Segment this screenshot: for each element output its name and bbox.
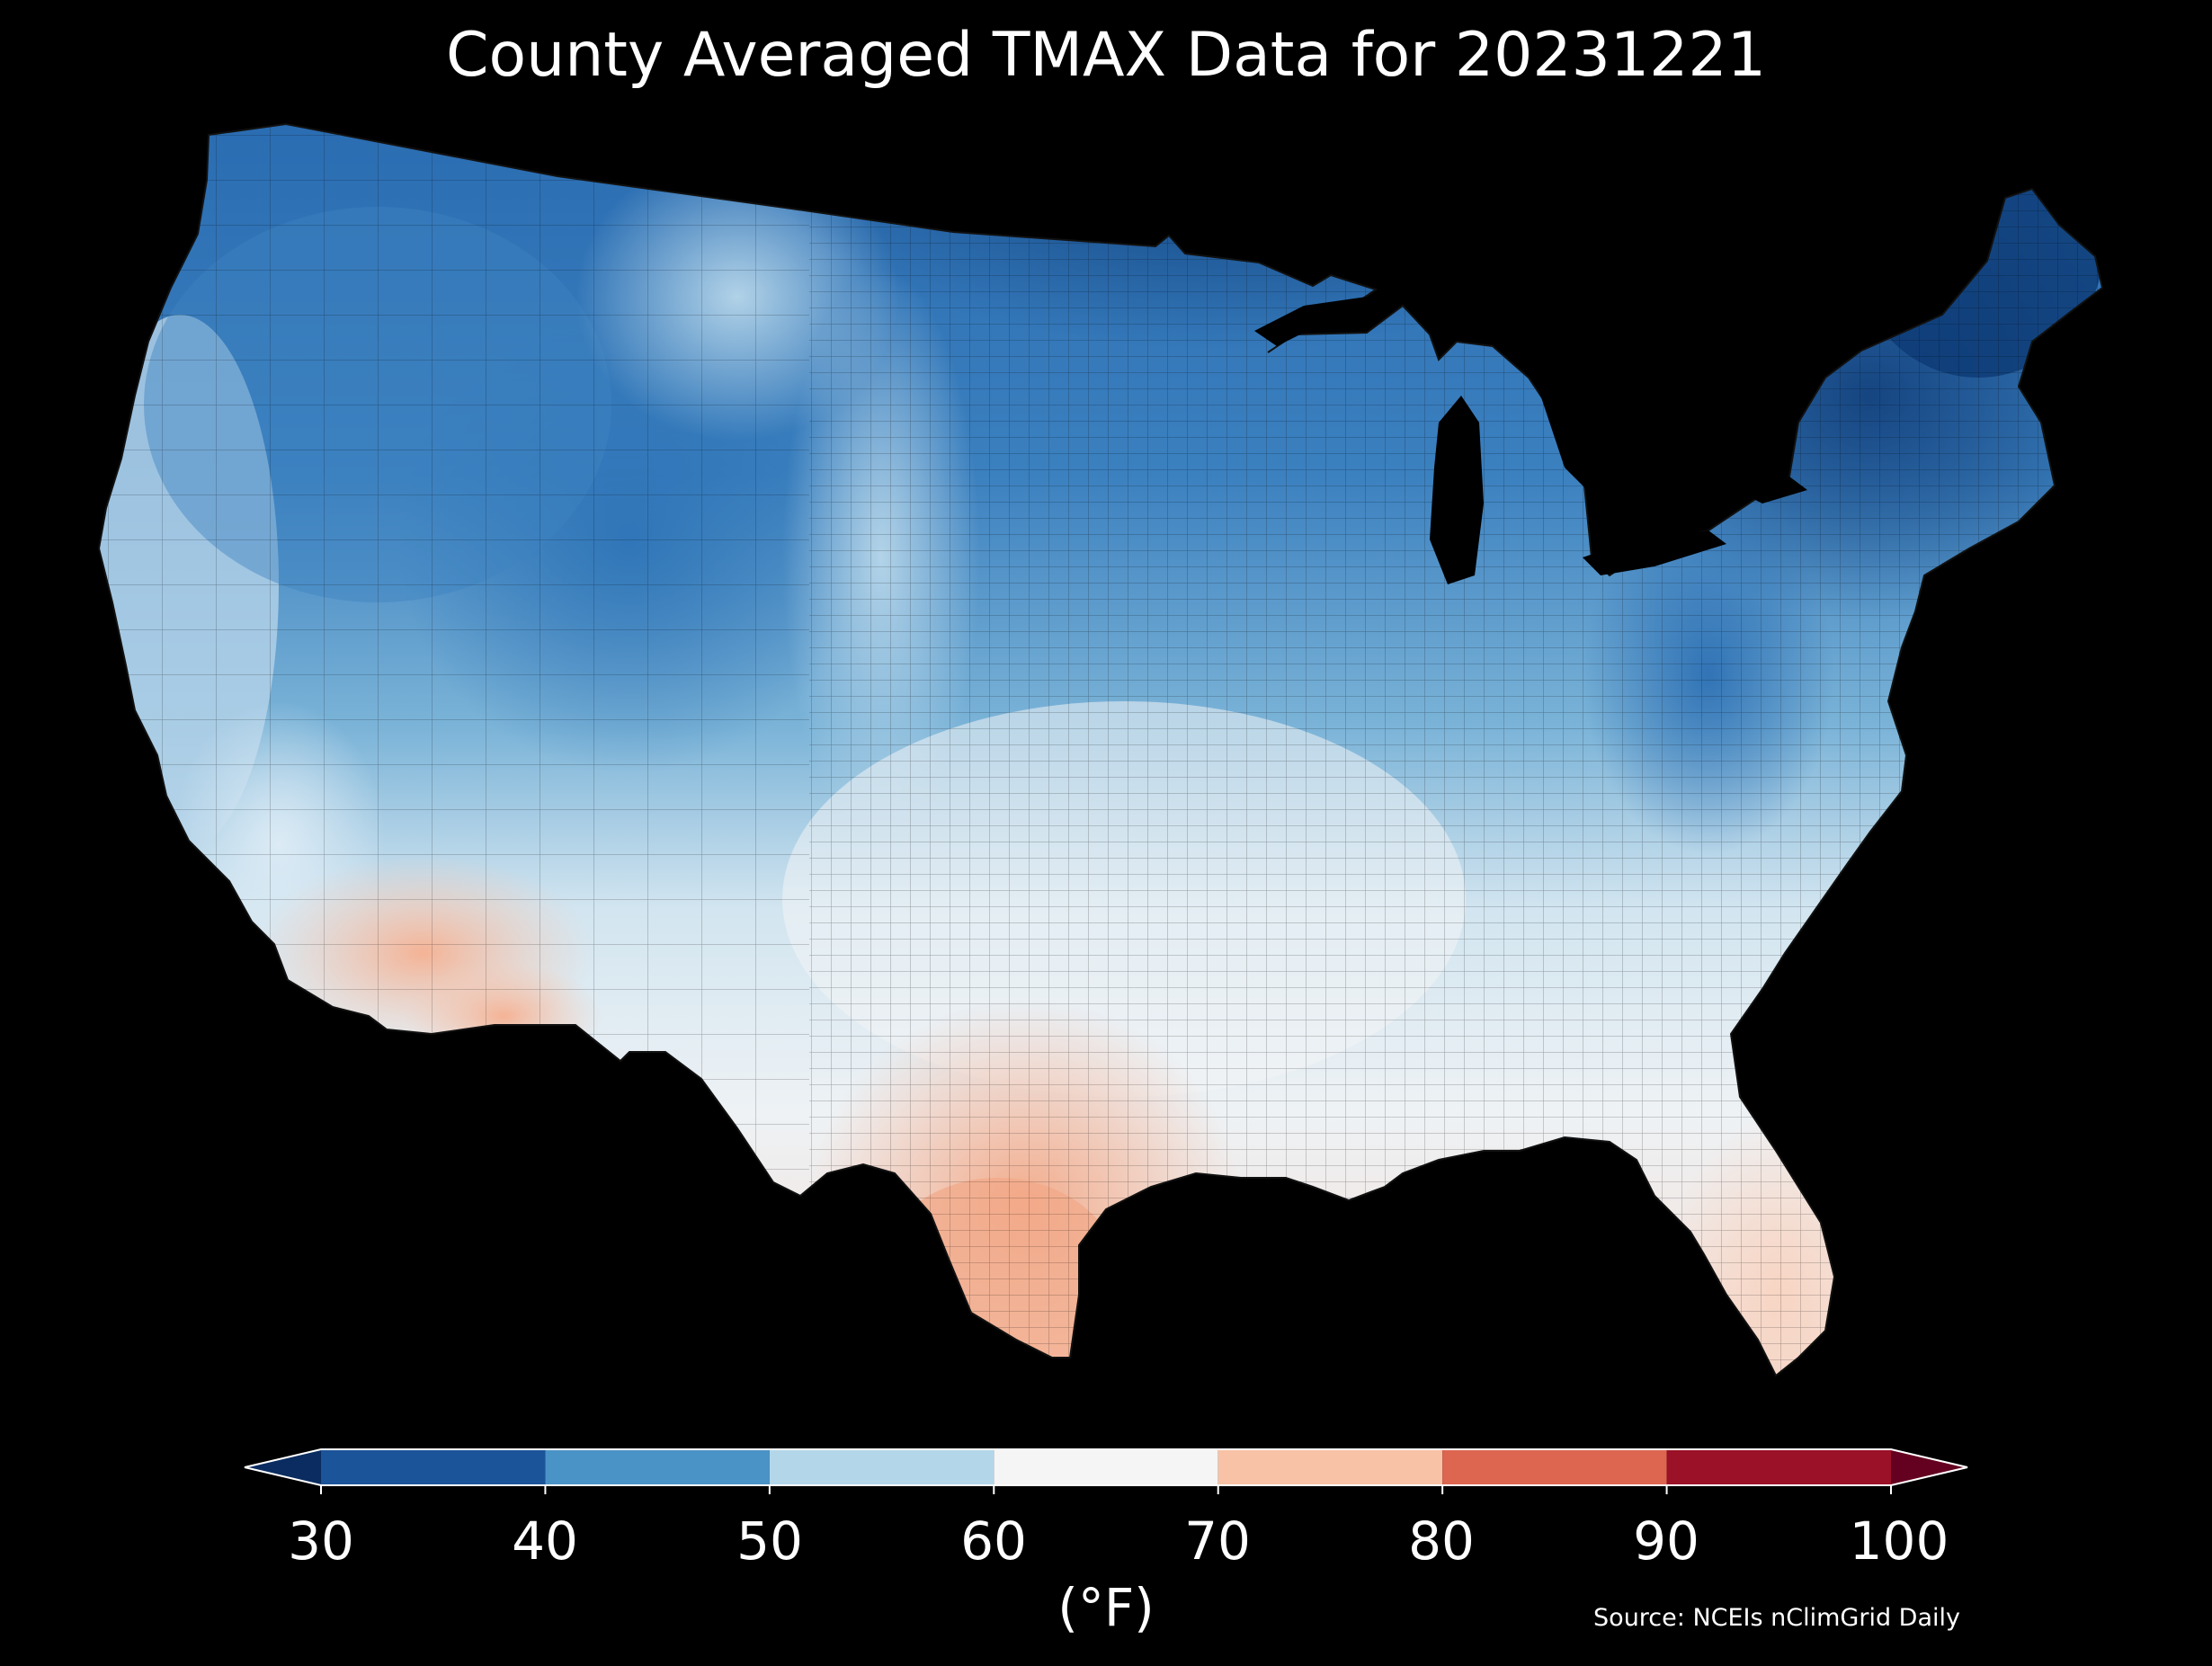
source-credit: Source: NCEIs nClimGrid Daily: [1593, 1604, 1960, 1632]
colorbar-tick-label: 60: [960, 1510, 1027, 1572]
colorbar-over-extend: [1891, 1449, 1967, 1485]
colorbar-tick-label: 50: [736, 1510, 803, 1572]
colorbar-tick-label: 70: [1184, 1510, 1251, 1572]
colorbar-bin: [1666, 1449, 1891, 1485]
colorbar-tick-label: 90: [1633, 1510, 1699, 1572]
colorbar-unit-label: (°F): [1057, 1577, 1155, 1638]
colorbar-tick-label: 40: [512, 1510, 578, 1572]
great-lakes: [1254, 297, 1807, 584]
colorbar-bin: [994, 1449, 1218, 1485]
colorbar-bin: [321, 1449, 546, 1485]
map-title: County Averaged TMAX Data for 20231221: [446, 20, 1766, 91]
colorbar-bin: [769, 1449, 995, 1485]
colorbar-bin: [1442, 1449, 1667, 1485]
colorbar-tick-label: 100: [1849, 1510, 1949, 1572]
colorbar-bin: [1217, 1449, 1443, 1485]
colorbar-bin: [545, 1449, 770, 1485]
colorbar-tick-label: 80: [1408, 1510, 1475, 1572]
colorbar-under-extend: [245, 1449, 321, 1485]
colorbar-tick-label: 30: [288, 1510, 354, 1572]
